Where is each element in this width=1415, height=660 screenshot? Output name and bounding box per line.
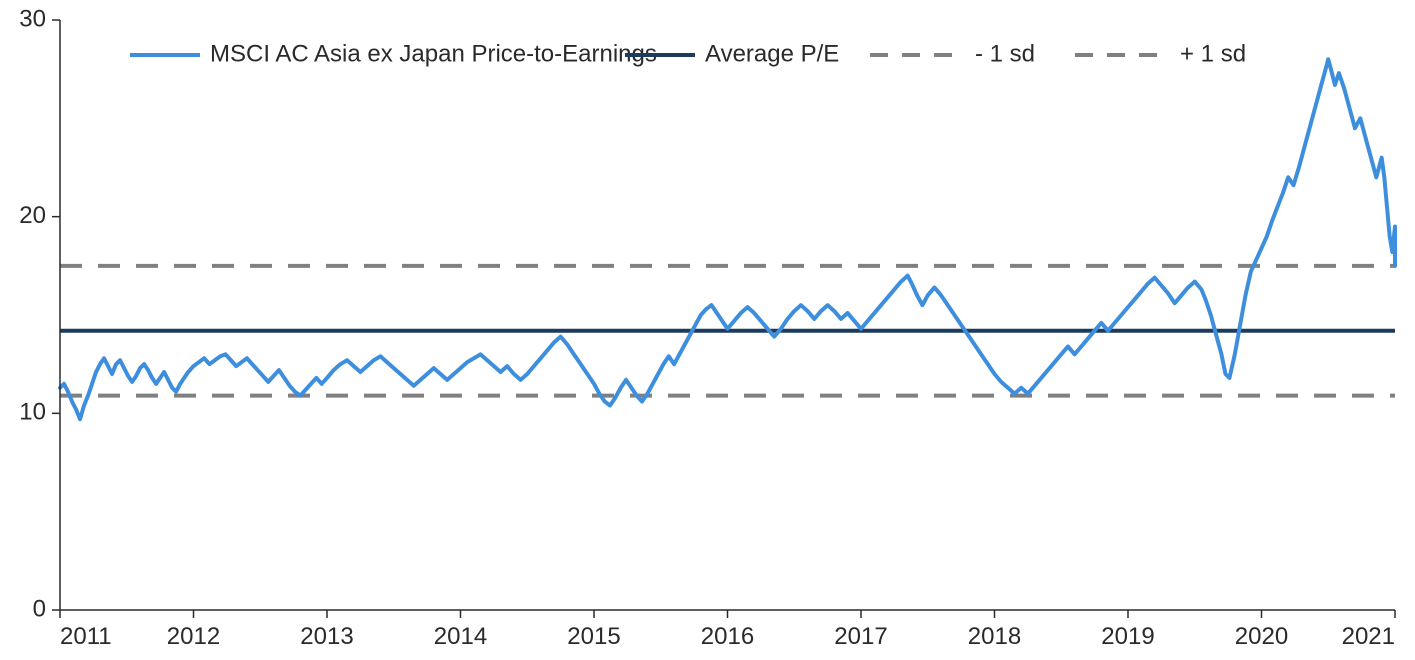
legend-label: - 1 sd: [975, 40, 1035, 67]
x-tick-label: 2012: [167, 623, 220, 650]
x-tick-label: 2017: [834, 623, 887, 650]
x-tick-label: 2011: [60, 623, 112, 650]
legend-label: MSCI AC Asia ex Japan Price-to-Earnings: [210, 40, 657, 67]
x-tick-label: 2013: [300, 623, 353, 650]
y-tick-label: 20: [19, 202, 46, 229]
chart-svg: 0 10 20 30 2011 2012 2013 2014 2015 2016 2017 2018 2…: [0, 0, 1415, 660]
x-tick-label: 2015: [567, 623, 620, 650]
x-tick-label: 2020: [1235, 623, 1288, 650]
x-tick-label: 2018: [968, 623, 1021, 650]
legend-label: + 1 sd: [1180, 40, 1246, 67]
x-tick-label: 2014: [434, 623, 487, 650]
y-tick-label: 10: [19, 399, 46, 426]
y-tick-label: 30: [19, 5, 46, 32]
x-tick-label: 2019: [1101, 623, 1154, 650]
x-tick-label: 2021: [1342, 623, 1395, 650]
pe-chart: 0 10 20 30 2011 2012 2013 2014 2015 2016 2017 2018 2…: [0, 0, 1415, 660]
y-tick-label: 0: [33, 595, 46, 622]
x-tick-label: 2016: [701, 623, 754, 650]
legend-label: Average P/E: [705, 40, 839, 67]
